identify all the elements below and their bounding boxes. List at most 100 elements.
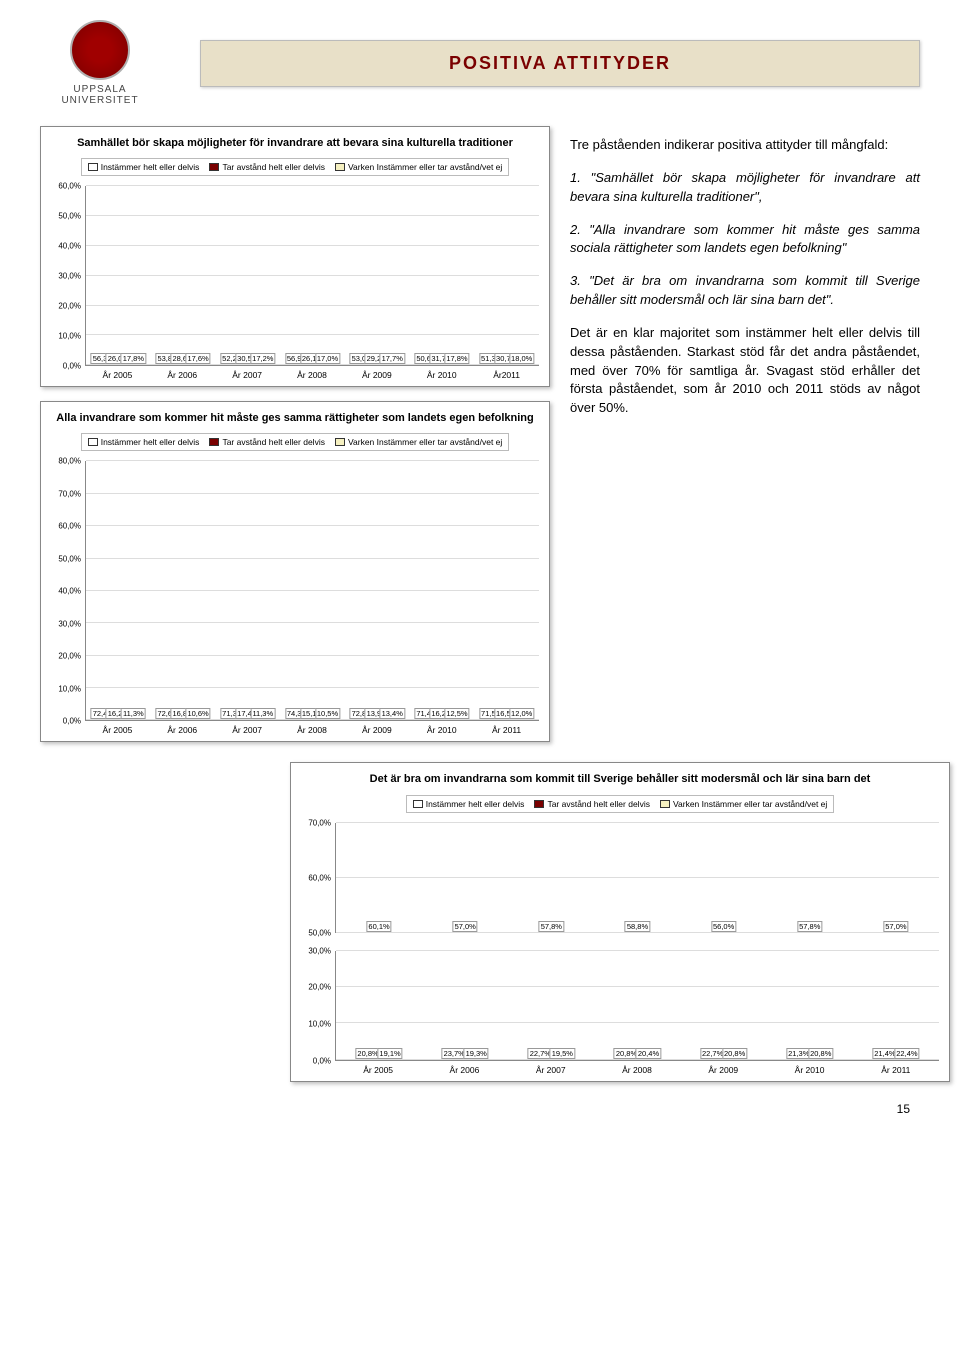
logo-line2: UNIVERSITET xyxy=(61,95,138,106)
x-label: År 2011 xyxy=(474,725,539,735)
charts-column: Samhället bör skapa möjligheter för inva… xyxy=(40,126,550,742)
body-text-column: Tre påståenden indikerar positiva attity… xyxy=(570,126,920,742)
legend-item: Instämmer helt eller delvis xyxy=(413,799,525,809)
bar-value-label: 17,8% xyxy=(444,353,469,364)
chart1-xlabels: År 2005År 2006År 2007År 2008År 2009År 20… xyxy=(85,370,539,380)
bar-value-label: 56,0% xyxy=(711,921,736,932)
legend-item: Tar avstånd helt eller delvis xyxy=(209,162,325,172)
main-content: Samhället bör skapa möjligheter för inva… xyxy=(40,126,920,742)
legend-item: Instämmer helt eller delvis xyxy=(88,162,200,172)
chart3-title: Det är bra om invandrarna som kommit til… xyxy=(301,773,939,786)
chart2-xlabels: År 2005År 2006År 2007År 2008År 2009År 20… xyxy=(85,725,539,735)
x-label: År 2010 xyxy=(409,370,474,380)
legend-swatch-2 xyxy=(209,438,219,446)
x-label: År 2007 xyxy=(508,1065,594,1075)
bar-value-label: 17,0% xyxy=(315,353,340,364)
chart1-box: Samhället bör skapa möjligheter för inva… xyxy=(40,126,550,387)
bar-value-label: 11,3% xyxy=(121,708,146,719)
chart1-title: Samhället bör skapa möjligheter för inva… xyxy=(51,137,539,150)
x-label: År 2008 xyxy=(280,370,345,380)
x-label: År2011 xyxy=(474,370,539,380)
chart3-legend: Instämmer helt eller delvis Tar avstånd … xyxy=(406,795,835,813)
chart3-area: 50,0%60,0%70,0% 60,1%57,0%57,8%58,8%56,0… xyxy=(335,823,939,933)
x-label: År 2005 xyxy=(85,370,150,380)
chart2-title: Alla invandrare som kommer hit måste ges… xyxy=(51,412,539,425)
bar-value-label: 10,5% xyxy=(315,708,340,719)
legend-swatch-3 xyxy=(335,438,345,446)
x-label: År 2010 xyxy=(409,725,474,735)
item-2: 2. "Alla invandrare som kommer hit måste… xyxy=(570,221,920,259)
legend-item: Instämmer helt eller delvis xyxy=(88,437,200,447)
x-label: År 2010 xyxy=(766,1065,852,1075)
bar-value-label: 17,6% xyxy=(185,353,210,364)
bar-value-label: 60,1% xyxy=(366,921,391,932)
intro-text: Tre påståenden indikerar positiva attity… xyxy=(570,136,920,155)
bar-value-label: 12,0% xyxy=(509,708,534,719)
legend-item: Tar avstånd helt eller delvis xyxy=(209,437,325,447)
chart2-area: 0,0%10,0%20,0%30,0%40,0%50,0%60,0%70,0%8… xyxy=(85,461,539,721)
bar-value-label: 57,8% xyxy=(797,921,822,932)
legend-item: Tar avstånd helt eller delvis xyxy=(534,799,650,809)
bar-value-label: 10,6% xyxy=(185,708,210,719)
chart3b-area: 0,0%10,0%20,0%30,0% 20,8%19,1%23,7%19,3%… xyxy=(335,951,939,1061)
x-label: År 2005 xyxy=(335,1065,421,1075)
legend-swatch-2 xyxy=(534,800,544,808)
legend-swatch-1 xyxy=(88,438,98,446)
legend-swatch-3 xyxy=(660,800,670,808)
bar-value-label: 19,1% xyxy=(377,1048,402,1059)
item-1: 1. "Samhället bör skapa möjligheter för … xyxy=(570,169,920,207)
bar-value-label: 11,3% xyxy=(250,708,275,719)
bar-value-label: 19,3% xyxy=(464,1048,489,1059)
bar-value-label: 18,0% xyxy=(509,353,534,364)
chart1-area: 0,0%10,0%20,0%30,0%40,0%50,0%60,0% 56,3%… xyxy=(85,186,539,366)
university-logo: UPPSALA UNIVERSITET xyxy=(40,20,160,106)
x-label: År 2005 xyxy=(85,725,150,735)
legend-swatch-1 xyxy=(413,800,423,808)
logo-line1: UPPSALA xyxy=(61,84,138,95)
x-label: År 2008 xyxy=(594,1065,680,1075)
bar-value-label: 58,8% xyxy=(625,921,650,932)
bar-value-label: 19,5% xyxy=(550,1048,575,1059)
x-label: År 2007 xyxy=(215,725,280,735)
legend-swatch-1 xyxy=(88,163,98,171)
x-label: År 2009 xyxy=(344,725,409,735)
chart1-legend: Instämmer helt eller delvis Tar avstånd … xyxy=(81,158,510,176)
legend-swatch-2 xyxy=(209,163,219,171)
page-number: 15 xyxy=(40,1102,920,1116)
bar-value-label: 20,8% xyxy=(808,1048,833,1059)
seal-icon xyxy=(70,20,130,80)
bar-value-label: 57,0% xyxy=(453,921,478,932)
bar-value-label: 17,7% xyxy=(380,353,405,364)
x-label: År 2009 xyxy=(680,1065,766,1075)
chart2-legend: Instämmer helt eller delvis Tar avstånd … xyxy=(81,433,510,451)
item-3: 3. "Det är bra om invandrarna som kommit… xyxy=(570,272,920,310)
bar-value-label: 17,2% xyxy=(250,353,275,364)
chart3-xlabels: År 2005År 2006År 2007År 2008År 2009År 20… xyxy=(335,1065,939,1075)
bar-value-label: 57,8% xyxy=(539,921,564,932)
bar-value-label: 22,4% xyxy=(894,1048,919,1059)
bar-value-label: 20,4% xyxy=(636,1048,661,1059)
legend-item: Varken Instämmer eller tar avstånd/vet e… xyxy=(335,162,502,172)
chart3-wrap: Det är bra om invandrarna som kommit til… xyxy=(290,762,950,1081)
x-label: År 2006 xyxy=(150,370,215,380)
x-label: År 2009 xyxy=(344,370,409,380)
bar-value-label: 20,8% xyxy=(722,1048,747,1059)
x-label: År 2006 xyxy=(150,725,215,735)
summary-text: Det är en klar majoritet som instämmer h… xyxy=(570,324,920,418)
logo-text: UPPSALA UNIVERSITET xyxy=(61,84,138,106)
x-label: År 2007 xyxy=(215,370,280,380)
legend-item: Varken Instämmer eller tar avstånd/vet e… xyxy=(335,437,502,447)
bar-value-label: 57,0% xyxy=(883,921,908,932)
header: UPPSALA UNIVERSITET POSITIVA ATTITYDER xyxy=(40,20,920,106)
bar-value-label: 12,5% xyxy=(444,708,469,719)
page-title-banner: POSITIVA ATTITYDER xyxy=(200,40,920,87)
chart2-box: Alla invandrare som kommer hit måste ges… xyxy=(40,401,550,742)
chart3-box: Det är bra om invandrarna som kommit til… xyxy=(290,762,950,1081)
legend-swatch-3 xyxy=(335,163,345,171)
x-label: År 2006 xyxy=(421,1065,507,1075)
x-label: År 2008 xyxy=(280,725,345,735)
legend-item: Varken Instämmer eller tar avstånd/vet e… xyxy=(660,799,827,809)
bar-value-label: 13,4% xyxy=(380,708,405,719)
x-label: År 2011 xyxy=(853,1065,939,1075)
bar-value-label: 17,8% xyxy=(121,353,146,364)
